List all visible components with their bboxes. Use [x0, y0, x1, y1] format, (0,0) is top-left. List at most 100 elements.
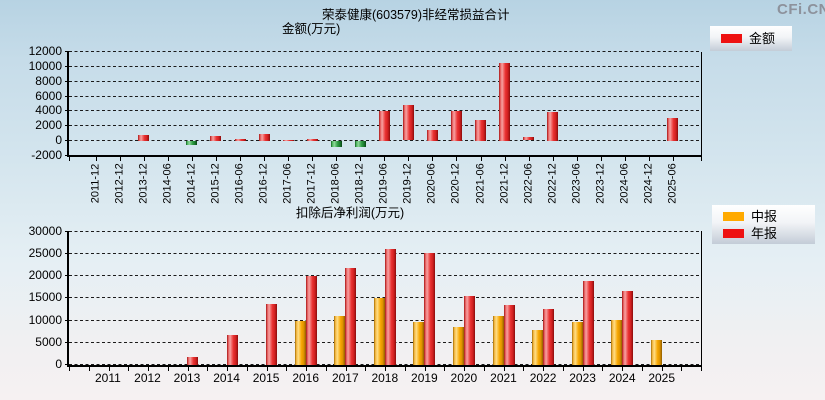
y-tick-label: 5000: [35, 334, 62, 349]
y-axis-line: [67, 51, 69, 158]
x-tick-label: 2022: [529, 370, 557, 385]
top-chart-legend: 金额: [710, 26, 792, 51]
bar: [187, 357, 198, 365]
top-chart-subtitle: 金额(万元): [282, 22, 341, 36]
bar: [402, 104, 414, 141]
x-tick-mark: [648, 157, 650, 162]
x-tick-mark: [582, 366, 584, 371]
x-tick-label: 2016: [292, 370, 320, 385]
y-tick-label: 6000: [35, 88, 62, 103]
x-tick-mark: [360, 157, 362, 162]
x-tick-mark: [95, 157, 97, 162]
y-tick-label: 10000: [28, 58, 62, 73]
x-tick-mark: [483, 366, 485, 371]
x-tick-label: 2024: [608, 370, 636, 385]
y-tick-label: 8000: [35, 73, 62, 88]
bar: [138, 135, 150, 141]
x-axis-line: [67, 155, 702, 158]
bar: [266, 303, 278, 365]
interim-legend-swatch: [723, 211, 744, 221]
bar: [571, 321, 583, 365]
bar: [234, 139, 246, 141]
x-tick-mark: [701, 366, 702, 371]
amount-legend-label: 金额: [749, 31, 776, 46]
x-tick-mark: [312, 157, 314, 162]
x-tick-mark: [528, 157, 530, 162]
x-tick-mark: [227, 366, 228, 371]
bar: [345, 268, 357, 365]
bar: [373, 297, 385, 365]
x-tick-mark: [119, 157, 121, 162]
bar: [475, 119, 486, 141]
bar: [503, 305, 515, 365]
y-tick-label: 10000: [28, 312, 62, 327]
plot-right-border: [701, 51, 702, 156]
y-tick-label: 20000: [28, 268, 62, 283]
x-tick-mark: [384, 157, 386, 162]
x-tick-mark: [523, 366, 525, 371]
x-tick-mark: [444, 366, 446, 371]
x-tick-mark: [187, 366, 189, 371]
x-tick-mark: [266, 366, 268, 371]
interim-legend-label: 中报: [751, 208, 778, 224]
x-tick-label: 2017: [331, 370, 359, 385]
x-tick-label: 2025: [648, 370, 676, 385]
x-tick-mark: [325, 366, 327, 371]
bottom-chart-title: 扣除后净利润(万元): [295, 206, 405, 220]
gridline: [69, 230, 701, 232]
y-tick-label: 25000: [28, 245, 62, 260]
gridline: [69, 65, 701, 67]
x-tick-mark: [385, 366, 386, 371]
bar: [378, 110, 390, 141]
bar: [330, 140, 342, 148]
x-tick-label: 2019: [411, 370, 438, 385]
bar: [384, 248, 396, 365]
x-tick-mark: [432, 157, 434, 162]
x-tick-label: 2012: [134, 370, 161, 385]
x-tick-mark: [408, 157, 410, 162]
x-tick-mark: [701, 157, 702, 162]
x-tick-mark: [404, 366, 406, 371]
y-tick-label: 12000: [28, 44, 62, 58]
x-tick-mark: [602, 366, 604, 371]
bar: [463, 296, 475, 365]
bar: [492, 315, 504, 365]
x-tick-label: 2015: [252, 370, 280, 385]
y-tick-label: 0: [55, 357, 62, 372]
annual-legend-label: 年报: [751, 225, 778, 241]
x-tick-label: 2011: [94, 370, 121, 385]
x-tick-label: 2021: [490, 370, 517, 385]
x-tick-mark: [167, 157, 169, 162]
bar: [523, 136, 535, 141]
legend-item-annual: 年报: [723, 227, 815, 240]
x-tick-mark: [345, 366, 347, 371]
x-tick-mark: [286, 366, 288, 371]
bar: [547, 112, 559, 141]
bar: [210, 136, 222, 141]
x-tick-mark: [503, 366, 505, 371]
y-tick-label: 0: [55, 133, 62, 148]
x-tick-mark: [264, 157, 266, 162]
x-tick-label: 2014: [213, 370, 240, 385]
bar: [226, 335, 238, 365]
x-tick-mark: [672, 157, 674, 162]
y-tick-label: 30000: [28, 223, 62, 238]
y-axis-line: [67, 231, 69, 367]
legend-item-interim: 中报: [723, 210, 815, 223]
x-tick-mark: [681, 366, 683, 371]
gridline: [69, 95, 701, 97]
x-tick-mark: [69, 157, 70, 162]
x-axis-line: [67, 364, 702, 367]
x-tick-mark: [167, 366, 169, 371]
x-tick-label: 2023: [569, 370, 596, 385]
bar: [305, 275, 317, 365]
x-tick-mark: [336, 157, 338, 162]
bar: [424, 253, 436, 365]
x-tick-mark: [88, 366, 90, 371]
bar: [611, 320, 623, 365]
y-tick-label: 15000: [28, 290, 62, 305]
bar: [622, 291, 634, 365]
